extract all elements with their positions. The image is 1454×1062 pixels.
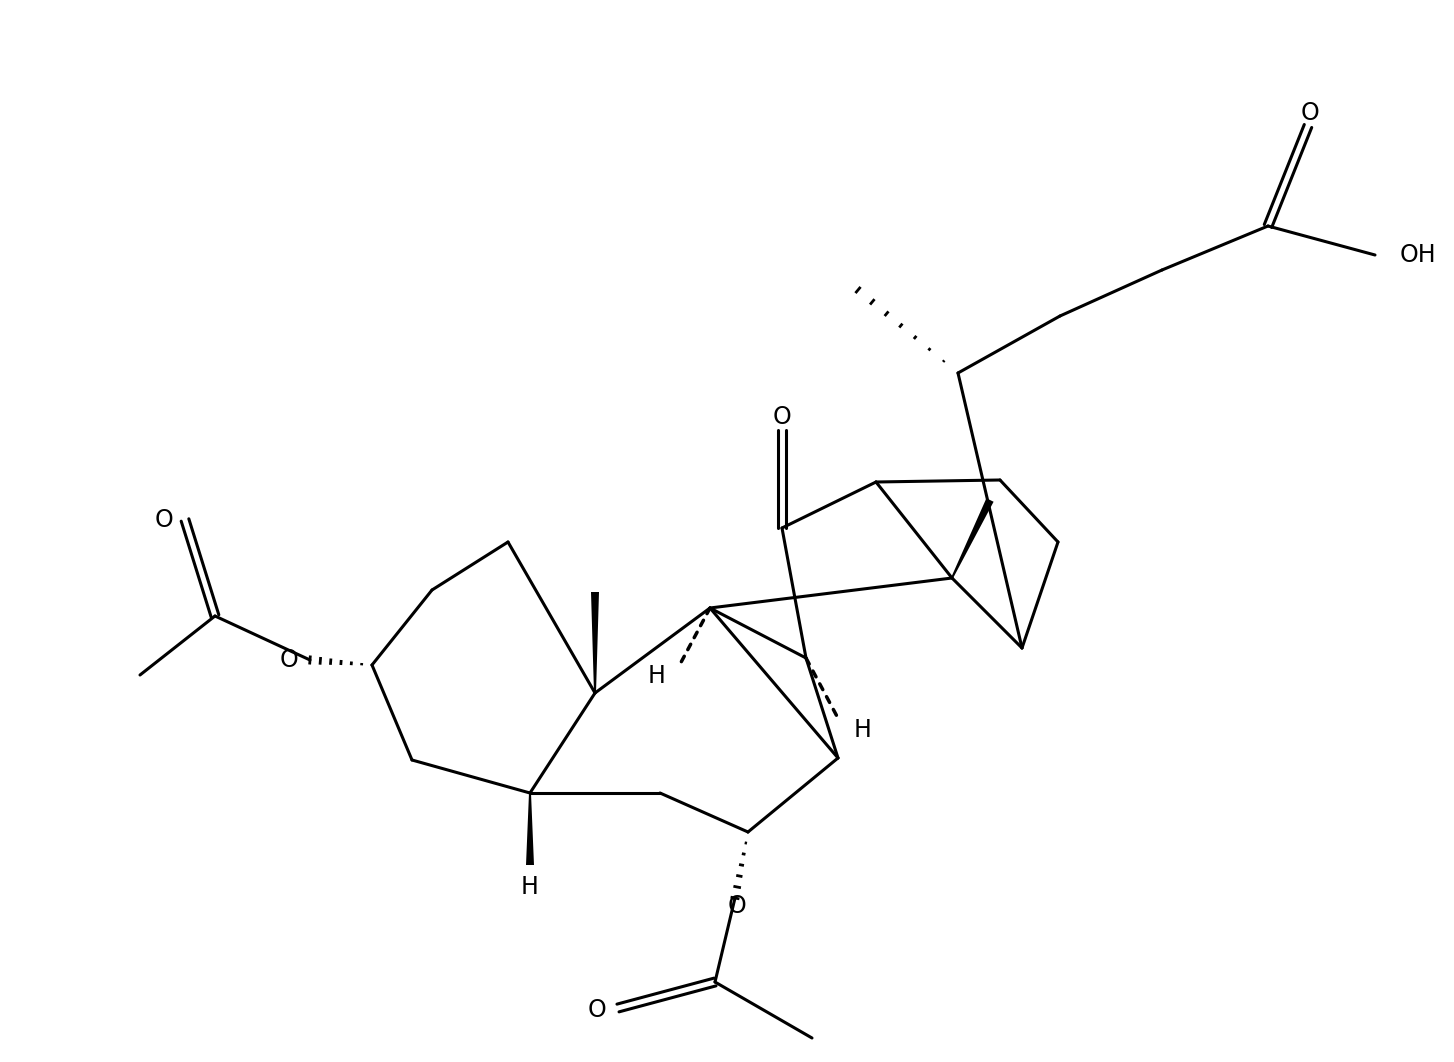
Text: H: H bbox=[521, 875, 539, 900]
Text: O: O bbox=[154, 508, 173, 532]
Text: OH: OH bbox=[1400, 243, 1437, 267]
Text: O: O bbox=[1301, 101, 1319, 125]
Polygon shape bbox=[951, 498, 993, 579]
Text: O: O bbox=[279, 648, 298, 672]
Text: O: O bbox=[587, 998, 606, 1022]
Text: H: H bbox=[853, 718, 872, 742]
Text: H: H bbox=[648, 664, 666, 688]
Text: O: O bbox=[727, 894, 746, 918]
Polygon shape bbox=[590, 592, 599, 693]
Text: O: O bbox=[772, 405, 791, 429]
Polygon shape bbox=[526, 793, 534, 866]
